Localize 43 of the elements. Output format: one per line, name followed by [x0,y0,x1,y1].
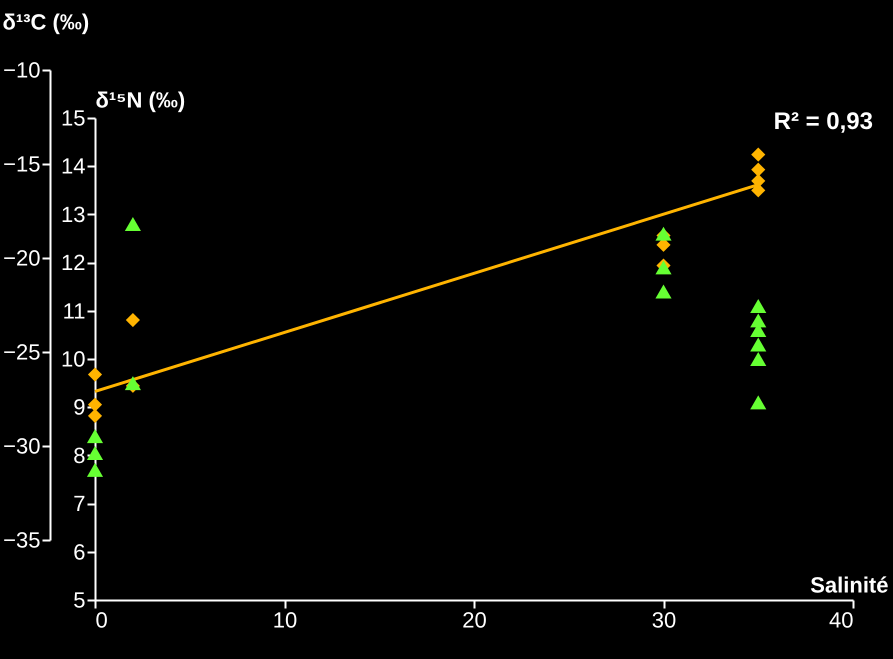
point [750,313,766,328]
y2-axis-title: δ¹³C (‰) [2,10,90,34]
y-tick-label: 9 [73,394,86,420]
x-tick-label: 0 [96,608,108,632]
point [126,312,140,328]
y2-tick-label: −30 [3,434,40,458]
point [88,398,102,412]
x-tick-label: 40 [829,608,854,632]
y-tick-label: 10 [61,346,86,372]
point [124,217,141,232]
y-tick-label: 11 [62,298,86,324]
y-tick-label: 13 [61,202,86,227]
point [750,352,766,366]
y2-tick-label: −20 [3,246,40,270]
y-tick-label: 5 [73,588,86,612]
y2-tick-label: −10 [3,58,40,82]
point [750,299,766,313]
point [655,284,672,298]
point [86,429,104,444]
point [86,462,104,477]
x-axis-title: Salinité [810,572,888,598]
point [751,148,766,162]
x-tick-label: 10 [272,608,298,632]
x-tick-label: 20 [462,608,487,632]
y2-tick-label: −25 [3,340,40,364]
y-tick-label: 6 [73,539,86,564]
annotation: R² = 0,93 [774,108,873,135]
y2-tick-label: −15 [3,152,40,176]
point [751,162,766,177]
point [750,395,766,410]
y2-tick-label: −35 [3,528,40,552]
y-tick-label: 12 [61,250,86,276]
point [86,446,104,460]
y-tick-label: 14 [61,154,86,179]
y-tick-label: 8 [73,442,86,468]
point [750,338,766,352]
y-tick-label: 15 [61,106,86,130]
y-axis-title: δ¹⁵N (‰) [96,88,186,112]
point [88,367,102,382]
point [88,408,102,423]
y-tick-label: 7 [73,491,86,516]
x-tick-label: 30 [652,608,676,632]
point [124,376,141,390]
